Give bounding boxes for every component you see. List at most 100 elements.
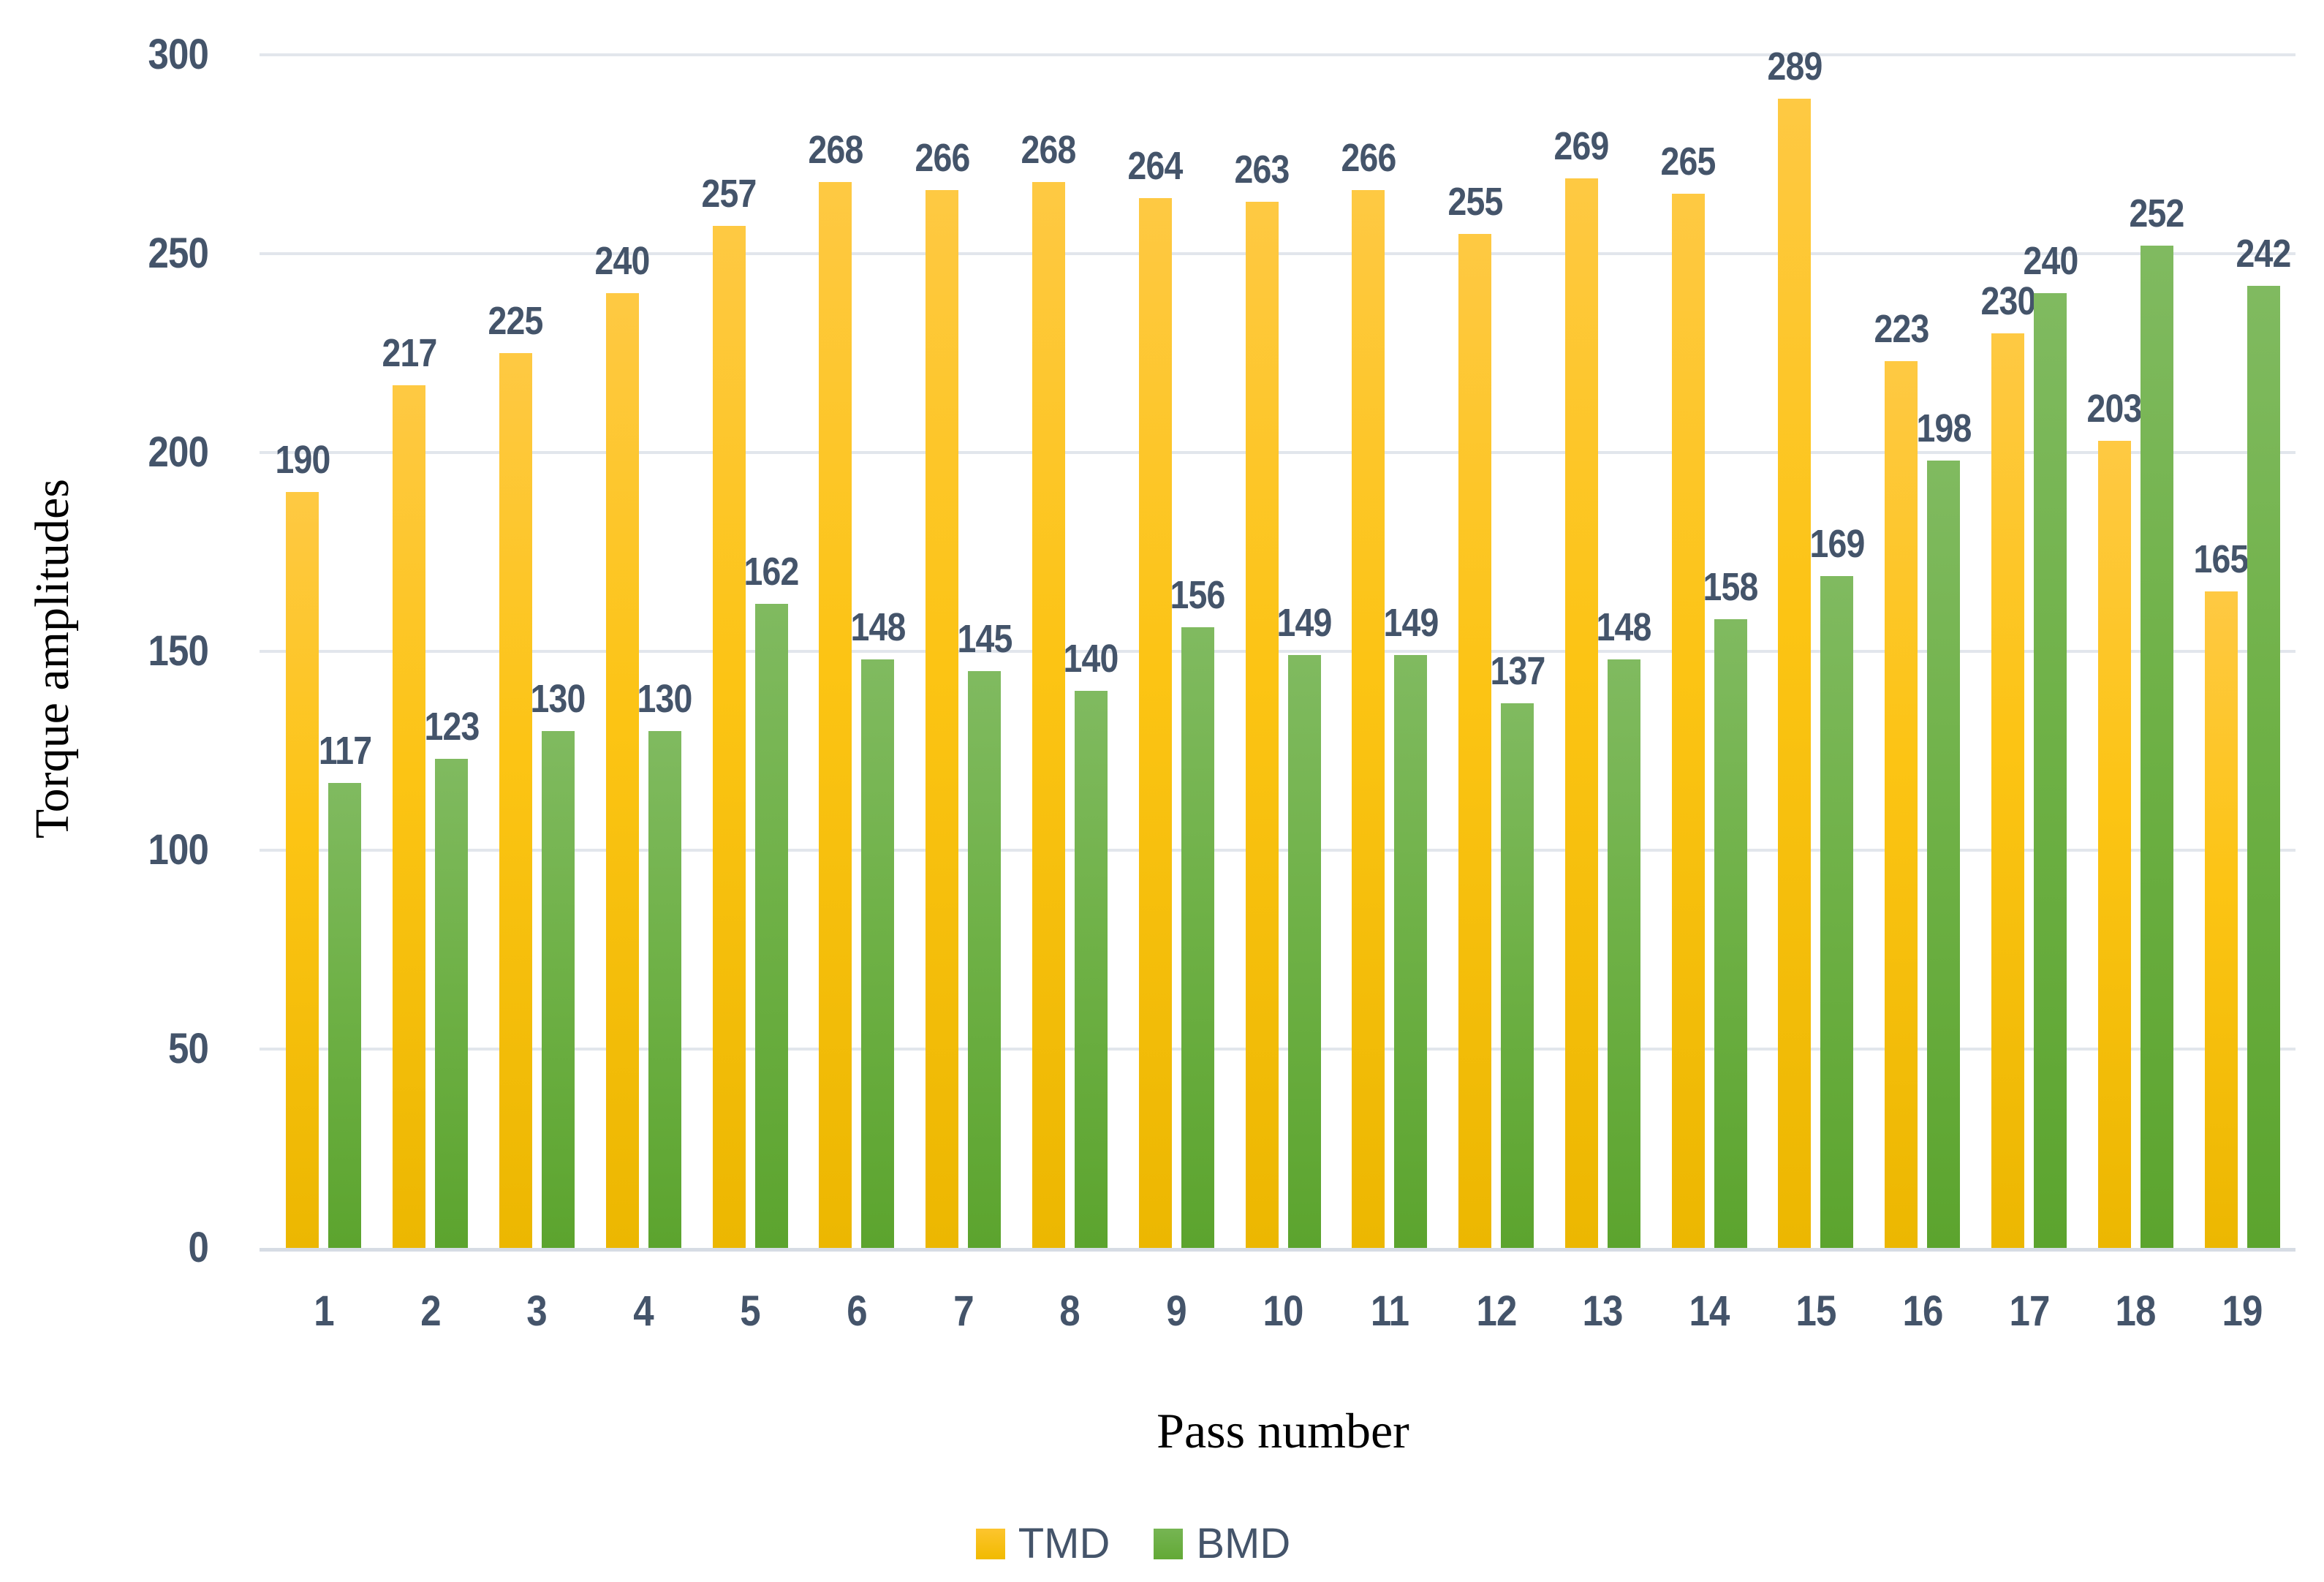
x-tick-label: 5	[740, 1287, 760, 1335]
bar-tmd-pass-10	[1245, 202, 1279, 1248]
bar-value-label: 289	[1767, 44, 1823, 88]
bar-bmd-pass-18	[2140, 246, 2173, 1248]
bar-value-label: 130	[637, 676, 693, 721]
x-tick-label: 15	[1795, 1287, 1836, 1335]
bar-value-label: 264	[1127, 143, 1184, 188]
legend-item-tmd: TMD	[975, 1519, 1110, 1568]
bar-bmd-pass-9	[1181, 627, 1214, 1248]
bar-bmd-pass-8	[1074, 691, 1108, 1248]
x-tick-label: 4	[633, 1287, 654, 1335]
x-tick-label: 12	[1476, 1287, 1517, 1335]
bar-value-label: 203	[2086, 386, 2143, 431]
bar-bmd-pass-14	[1714, 619, 1747, 1248]
bar-value-label: 240	[2023, 239, 2078, 284]
bar-value-label: 242	[2236, 231, 2292, 276]
bar-value-label: 266	[915, 135, 970, 180]
gridline	[260, 53, 2295, 56]
bar-value-label: 130	[531, 676, 586, 721]
x-tick-label: 8	[1059, 1287, 1080, 1335]
bar-tmd-pass-3	[499, 353, 532, 1248]
bar-bmd-pass-6	[861, 659, 895, 1248]
bar-value-label: 223	[1874, 306, 1929, 351]
bar-tmd-pass-1	[286, 492, 319, 1248]
bar-bmd-pass-3	[541, 730, 575, 1248]
bar-tmd-pass-5	[712, 225, 746, 1248]
y-tick-label: 200	[148, 428, 208, 476]
bar-value-label: 117	[318, 728, 372, 773]
bar-bmd-pass-5	[754, 603, 788, 1248]
bar-tmd-pass-15	[1778, 98, 1812, 1248]
x-tick-label: 17	[2009, 1287, 2050, 1335]
bmd-swatch-icon	[1154, 1528, 1184, 1559]
y-tick-label: 100	[148, 826, 208, 874]
bar-tmd-pass-11	[1352, 189, 1385, 1248]
bar-value-label: 268	[1021, 128, 1077, 173]
bar-value-label: 158	[1703, 565, 1759, 610]
x-tick-label: 18	[2115, 1287, 2157, 1335]
bar-bmd-pass-2	[435, 758, 469, 1248]
x-tick-label: 11	[1370, 1287, 1409, 1335]
x-tick-label: 14	[1689, 1287, 1730, 1335]
bar-value-label: 169	[1809, 521, 1865, 566]
bar-tmd-pass-19	[2204, 591, 2238, 1248]
x-tick-label: 6	[847, 1287, 867, 1335]
bar-value-label: 225	[488, 299, 544, 343]
x-tick-label: 3	[526, 1287, 548, 1335]
bar-value-label: 240	[594, 239, 651, 284]
bar-bmd-pass-15	[1820, 575, 1854, 1248]
bar-value-label: 255	[1447, 179, 1503, 224]
bar-value-label: 252	[2129, 192, 2185, 236]
plot-area: 190 117 217 123 225 130 240 130 257 162 268 148 266 1…	[260, 46, 2295, 1252]
bar-value-label: 198	[1916, 406, 1972, 450]
bar-value-label: 149	[1383, 601, 1439, 646]
y-tick-label: 0	[188, 1224, 208, 1271]
x-tick-label: 10	[1263, 1287, 1303, 1335]
bar-bmd-pass-16	[1927, 460, 1961, 1248]
bar-value-label: 145	[957, 617, 1013, 662]
x-tick-label: 2	[420, 1287, 441, 1335]
bar-tmd-pass-12	[1458, 233, 1492, 1248]
bar-value-label: 162	[743, 549, 800, 594]
bar-bmd-pass-7	[968, 671, 1002, 1248]
bar-value-label: 148	[850, 605, 906, 649]
bar-value-label: 269	[1553, 124, 1610, 168]
bar-value-label: 137	[1490, 648, 1545, 693]
bar-bmd-pass-19	[2247, 285, 2280, 1248]
bar-tmd-pass-4	[605, 293, 639, 1248]
bar-value-label: 123	[424, 704, 480, 749]
y-tick-label: 50	[167, 1025, 209, 1072]
y-tick-label: 150	[148, 627, 208, 675]
legend-label-bmd: BMD	[1196, 1520, 1291, 1567]
bar-value-label: 230	[1980, 279, 2036, 323]
bar-value-label: 263	[1234, 148, 1290, 192]
bar-bmd-pass-12	[1501, 703, 1534, 1248]
bar-tmd-pass-16	[1885, 360, 1918, 1248]
bar-value-label: 217	[382, 330, 437, 375]
x-tick-label: 19	[2222, 1287, 2263, 1335]
bar-value-label: 268	[808, 128, 863, 173]
bar-tmd-pass-13	[1564, 178, 1598, 1248]
bar-tmd-pass-6	[819, 182, 852, 1248]
bar-value-label: 140	[1063, 637, 1119, 681]
bar-tmd-pass-18	[2097, 440, 2131, 1248]
bar-tmd-pass-17	[1991, 333, 2025, 1248]
x-axis-line	[260, 1248, 2295, 1252]
bar-value-label: 190	[275, 438, 330, 482]
bar-bmd-pass-10	[1287, 655, 1321, 1248]
y-tick-label: 250	[148, 230, 208, 277]
bar-tmd-pass-8	[1032, 182, 1065, 1248]
bar-value-label: 149	[1276, 601, 1333, 646]
bar-bmd-pass-1	[328, 782, 362, 1248]
bar-tmd-pass-2	[393, 385, 426, 1248]
bar-value-label: 165	[2193, 537, 2249, 582]
bar-bmd-pass-4	[648, 730, 681, 1248]
legend: TMD BMD	[0, 1519, 2266, 1568]
legend-item-bmd: BMD	[1154, 1519, 1290, 1568]
y-tick-label: 300	[148, 31, 208, 78]
tmd-swatch-icon	[975, 1528, 1005, 1559]
bar-value-label: 257	[701, 171, 757, 216]
x-tick-label: 9	[1166, 1287, 1186, 1335]
bar-bmd-pass-17	[2034, 293, 2067, 1248]
bar-value-label: 265	[1660, 140, 1716, 184]
x-tick-label: 1	[314, 1287, 334, 1335]
